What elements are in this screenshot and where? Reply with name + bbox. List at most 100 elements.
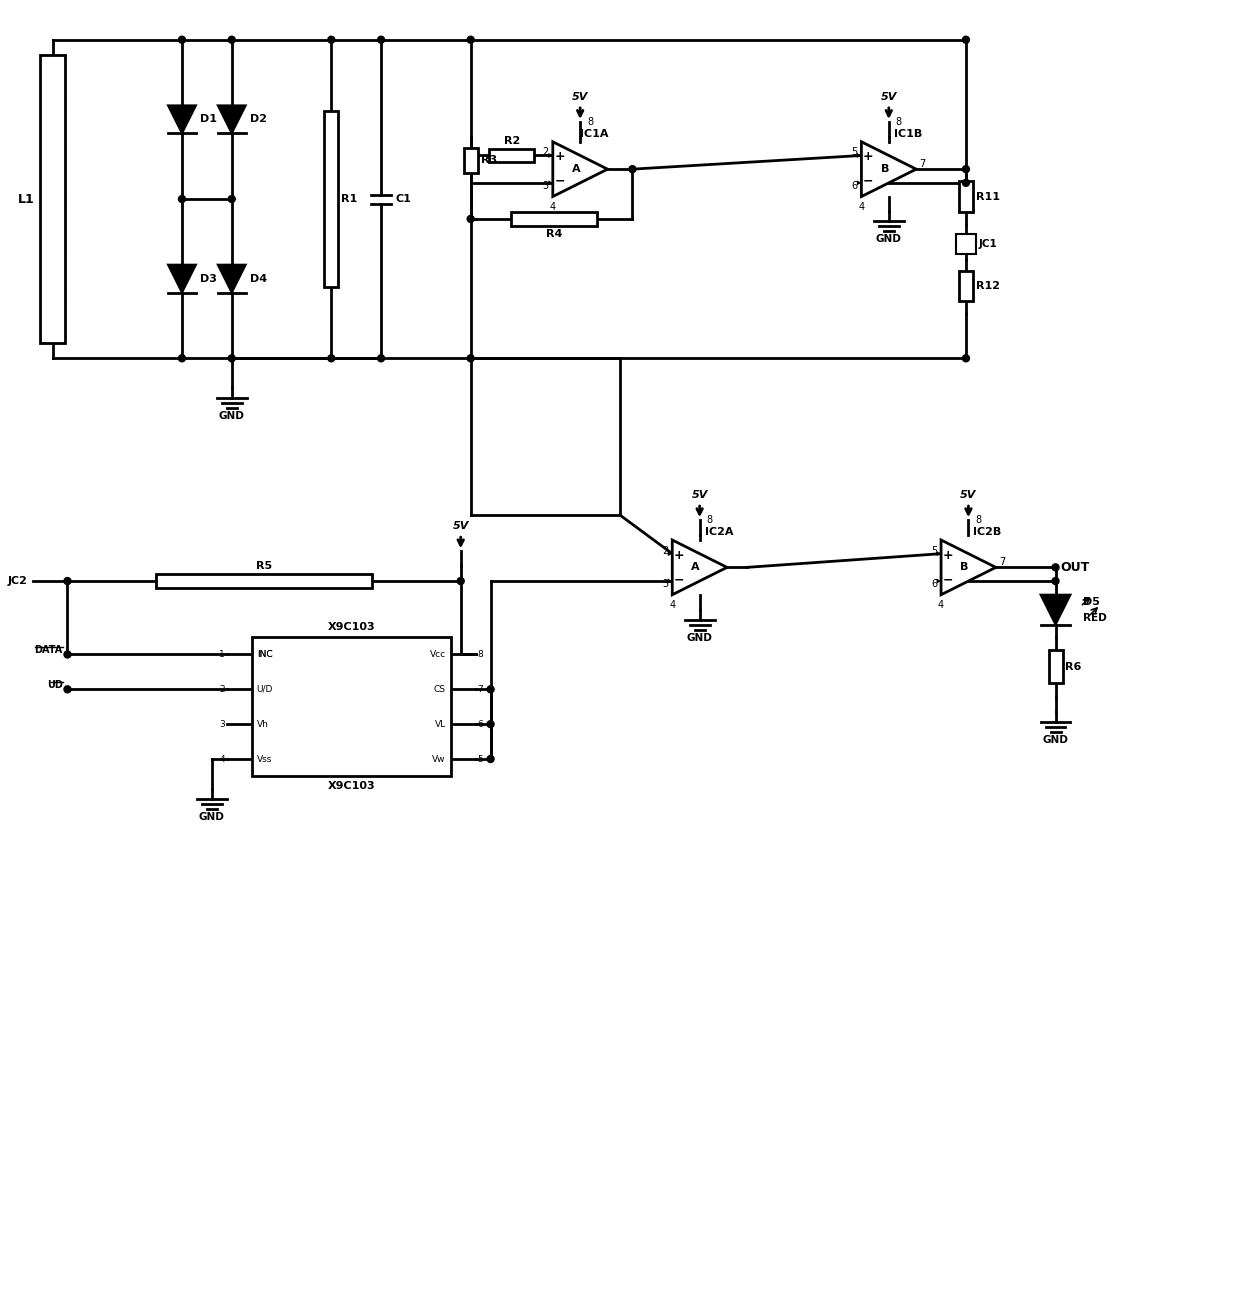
Polygon shape xyxy=(941,540,996,595)
Text: +: + xyxy=(863,150,874,163)
Text: R5: R5 xyxy=(255,562,272,571)
Circle shape xyxy=(378,355,384,362)
Circle shape xyxy=(327,36,335,43)
Polygon shape xyxy=(218,265,246,293)
Polygon shape xyxy=(857,180,862,185)
Text: 7: 7 xyxy=(477,685,484,694)
Text: D1: D1 xyxy=(200,114,217,125)
Text: 3: 3 xyxy=(543,180,549,191)
Circle shape xyxy=(327,355,335,362)
Text: 5: 5 xyxy=(931,546,937,555)
Text: GND: GND xyxy=(875,235,901,244)
Polygon shape xyxy=(672,540,727,595)
Text: 5: 5 xyxy=(477,755,484,764)
Bar xyxy=(511,211,598,226)
Circle shape xyxy=(487,721,494,728)
Circle shape xyxy=(458,577,464,585)
Polygon shape xyxy=(936,551,941,556)
Bar xyxy=(252,637,451,777)
Polygon shape xyxy=(169,265,196,293)
Text: R1: R1 xyxy=(341,195,357,204)
Bar xyxy=(489,148,534,162)
Text: 7: 7 xyxy=(919,160,925,169)
Text: VL: VL xyxy=(435,720,446,729)
Circle shape xyxy=(467,355,474,362)
Text: 2: 2 xyxy=(543,148,549,157)
Circle shape xyxy=(179,196,186,202)
Text: 2: 2 xyxy=(219,685,224,694)
Text: D5: D5 xyxy=(1084,597,1100,607)
Text: X9C103: X9C103 xyxy=(327,781,374,791)
Text: 6: 6 xyxy=(852,180,857,191)
Text: IC1A: IC1A xyxy=(580,128,609,139)
Text: 3: 3 xyxy=(662,578,668,589)
Text: R12: R12 xyxy=(976,281,999,291)
Circle shape xyxy=(467,36,474,43)
Circle shape xyxy=(378,36,384,43)
Text: 5V: 5V xyxy=(880,92,897,102)
Circle shape xyxy=(962,179,970,187)
Circle shape xyxy=(629,166,636,173)
Text: −: − xyxy=(942,573,954,586)
Bar xyxy=(956,233,976,254)
Text: CS: CS xyxy=(434,685,446,694)
Circle shape xyxy=(64,577,71,585)
Text: 4: 4 xyxy=(670,599,676,610)
Text: D3: D3 xyxy=(200,274,217,284)
Text: R3: R3 xyxy=(481,156,497,166)
Text: L1: L1 xyxy=(17,192,35,205)
Circle shape xyxy=(1052,564,1059,571)
Bar xyxy=(959,182,973,211)
Circle shape xyxy=(179,36,186,43)
Text: 6: 6 xyxy=(931,578,937,589)
Text: OUT: OUT xyxy=(1060,560,1090,573)
Bar xyxy=(156,575,372,588)
Text: 6: 6 xyxy=(477,720,484,729)
Text: Vh: Vh xyxy=(257,720,269,729)
Text: R2: R2 xyxy=(503,135,520,145)
Text: Vcc: Vcc xyxy=(429,650,446,659)
Text: 5V: 5V xyxy=(572,92,588,102)
Text: 5: 5 xyxy=(851,148,857,157)
Circle shape xyxy=(487,686,494,693)
Circle shape xyxy=(962,166,970,173)
Text: GND: GND xyxy=(1043,734,1069,744)
Text: Vw: Vw xyxy=(433,755,446,764)
Text: B: B xyxy=(960,563,968,572)
Text: INC: INC xyxy=(257,650,273,659)
Circle shape xyxy=(179,355,186,362)
Polygon shape xyxy=(936,578,941,584)
Text: JC2: JC2 xyxy=(7,576,27,586)
Text: 8: 8 xyxy=(477,650,484,659)
Text: 8: 8 xyxy=(707,515,713,525)
Text: GND: GND xyxy=(198,812,224,822)
Text: IC2A: IC2A xyxy=(704,527,733,537)
Text: +: + xyxy=(942,549,954,562)
Text: UD: UD xyxy=(47,681,62,690)
Text: D2: D2 xyxy=(249,114,267,125)
Text: D4: D4 xyxy=(249,274,267,284)
Text: B: B xyxy=(880,165,889,174)
Bar xyxy=(1049,651,1063,684)
Text: GND: GND xyxy=(687,633,713,642)
Polygon shape xyxy=(668,578,672,584)
Text: INC: INC xyxy=(257,650,273,659)
Circle shape xyxy=(228,36,236,43)
Text: DATA: DATA xyxy=(35,646,62,655)
Text: C1: C1 xyxy=(396,195,410,204)
Text: +: + xyxy=(673,549,684,562)
Polygon shape xyxy=(862,141,916,197)
Text: 5V: 5V xyxy=(960,490,977,501)
Text: 8: 8 xyxy=(895,117,901,127)
Text: R11: R11 xyxy=(976,192,999,201)
Circle shape xyxy=(962,36,970,43)
Text: 5V: 5V xyxy=(692,490,708,501)
Polygon shape xyxy=(548,180,553,185)
Text: A: A xyxy=(692,563,699,572)
Text: 8: 8 xyxy=(976,515,982,525)
Polygon shape xyxy=(857,153,862,158)
Circle shape xyxy=(962,355,970,362)
Text: IC2B: IC2B xyxy=(973,527,1002,537)
Text: 4: 4 xyxy=(858,201,864,211)
Text: 1: 1 xyxy=(219,650,224,659)
